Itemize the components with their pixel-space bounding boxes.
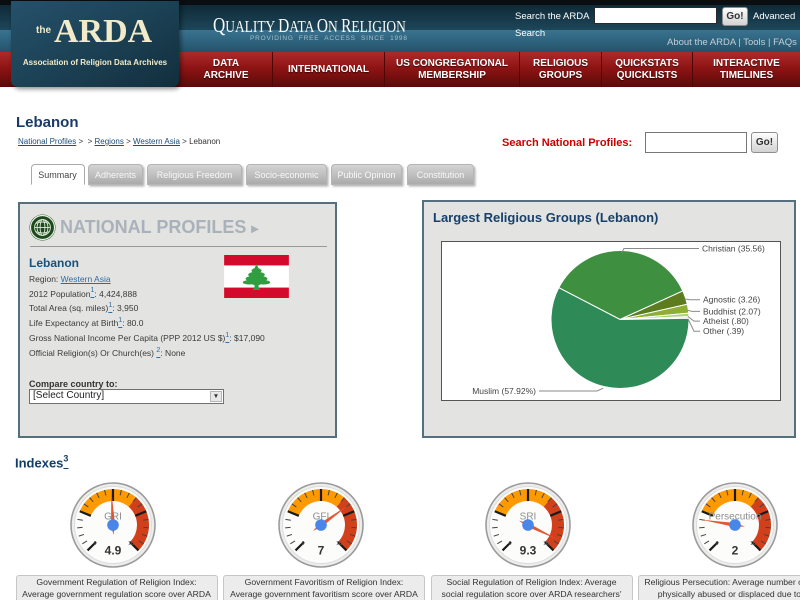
svg-text:0: 0 bbox=[508, 541, 511, 547]
svg-text:Atheist (.80): Atheist (.80) bbox=[703, 316, 749, 326]
svg-text:Other (.39): Other (.39) bbox=[703, 326, 744, 336]
svg-text:10: 10 bbox=[127, 541, 133, 547]
svg-text:0: 0 bbox=[93, 541, 96, 547]
svg-text:0: 0 bbox=[301, 541, 304, 547]
svg-text:4.9: 4.9 bbox=[104, 544, 121, 558]
svg-text:10: 10 bbox=[335, 541, 341, 547]
svg-text:Muslim (57.92%): Muslim (57.92%) bbox=[472, 386, 536, 396]
svg-text:GFI: GFI bbox=[312, 512, 329, 523]
svg-text:7: 7 bbox=[317, 544, 324, 558]
svg-text:2: 2 bbox=[732, 544, 739, 558]
svg-text:0: 0 bbox=[715, 541, 718, 547]
svg-text:Christian (35.56): Christian (35.56) bbox=[702, 244, 765, 254]
svg-text:SRI: SRI bbox=[520, 512, 537, 523]
svg-text:Persecution: Persecution bbox=[709, 512, 762, 523]
svg-text:Buddhist (2.07): Buddhist (2.07) bbox=[703, 306, 761, 316]
svg-text:10: 10 bbox=[750, 541, 756, 547]
svg-text:Agnostic (3.26): Agnostic (3.26) bbox=[703, 295, 760, 305]
svg-text:10: 10 bbox=[543, 541, 549, 547]
svg-text:9.3: 9.3 bbox=[520, 544, 537, 558]
